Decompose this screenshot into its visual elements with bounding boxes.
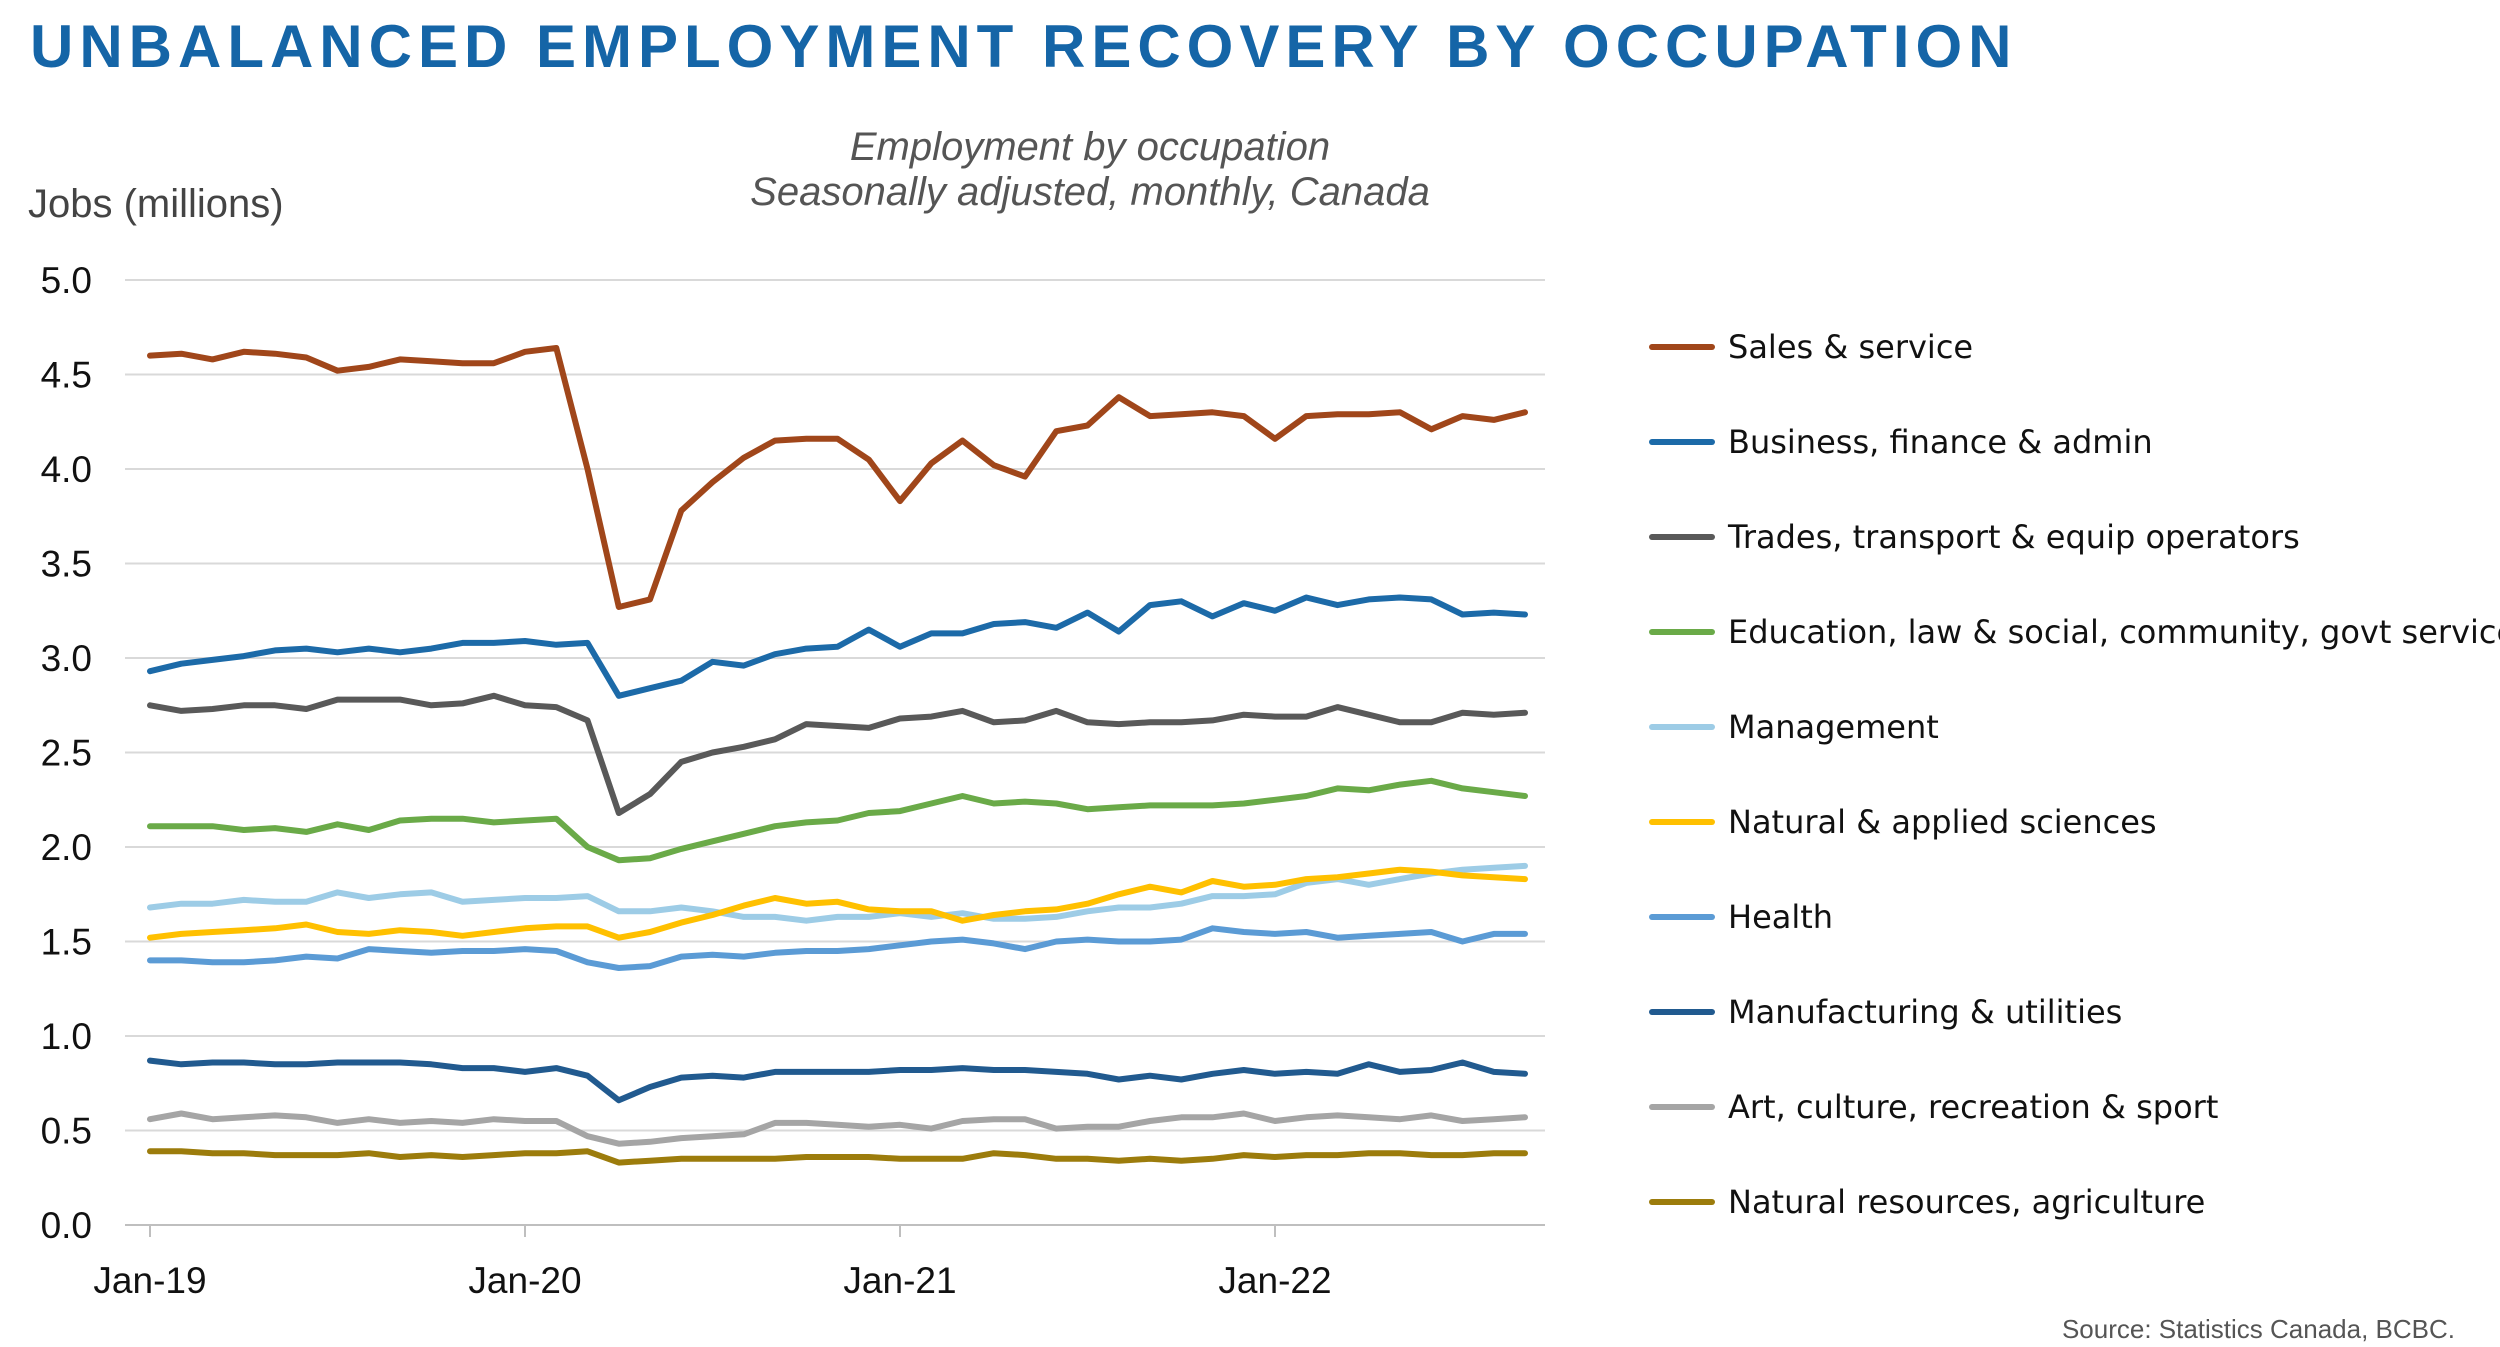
series-line-6: [147, 866, 1528, 941]
y-tick-label: 1.0: [41, 1016, 92, 1057]
x-axis-ticks: Jan-19 Jan-20 Jan-21 Jan-22: [93, 1225, 1332, 1301]
y-tick-label: 1.5: [41, 922, 92, 963]
gridlines: [125, 279, 1545, 1226]
legend-label: Health: [1728, 898, 1833, 936]
y-axis-label: Jobs (millions): [28, 182, 284, 226]
x-tick-label: Jan-20: [468, 1260, 581, 1301]
series-line-2: [147, 594, 1528, 699]
legend-label: Trades, transport & equip operators: [1727, 518, 2300, 556]
series-line-4: [147, 777, 1528, 864]
y-tick-label: 0.5: [41, 1111, 92, 1152]
x-tick-label: Jan-21: [843, 1260, 956, 1301]
series-line-1: [147, 345, 1528, 610]
series-line-3: [147, 692, 1528, 816]
legend-label: Sales & service: [1728, 328, 1973, 366]
series-line-9: [147, 1110, 1528, 1147]
series-lines: [147, 345, 1528, 1166]
y-tick-label: 3.5: [41, 544, 92, 585]
x-tick-label: Jan-19: [93, 1260, 206, 1301]
legend-label: Natural resources, agriculture: [1728, 1183, 2205, 1221]
chart-subtitle-line-1: Employment by occupation: [850, 125, 1330, 169]
series-line-5: [147, 862, 1528, 924]
legend-label: Business, finance & admin: [1728, 423, 2153, 461]
chart-title: UNBALANCED EMPLOYMENT RECOVERY BY OCCUPA…: [30, 13, 2018, 80]
y-tick-label: 3.0: [41, 638, 92, 679]
legend-label: Management: [1728, 708, 1939, 746]
y-tick-label: 4.5: [41, 355, 92, 396]
legend: Sales & service Business, finance & admin…: [1649, 328, 2500, 1221]
legend-label: Manufacturing & utilities: [1728, 993, 2122, 1031]
series-line-7: [147, 925, 1528, 971]
legend-label: Art, culture, recreation & sport: [1728, 1088, 2218, 1126]
y-tick-label: 2.0: [41, 827, 92, 868]
y-tick-label: 0.0: [41, 1205, 92, 1246]
y-tick-label: 2.5: [41, 733, 92, 774]
y-tick-label: 4.0: [41, 449, 92, 490]
chart-subtitle-line-2: Seasonally adjusted, monthly, Canada: [750, 170, 1430, 214]
legend-label: Education, law & social, community, govt…: [1728, 613, 2500, 651]
series-line-10: [147, 1148, 1528, 1166]
legend-label: Natural & applied sciences: [1728, 803, 2157, 841]
source-note: Source: Statistics Canada, BCBC.: [2062, 1314, 2455, 1344]
y-tick-label: 5.0: [41, 260, 92, 301]
y-axis-ticks: 0.0 0.5 1.0 1.5 2.0 2.5 3.0 3.5 4.0 4.5 5.0: [41, 260, 92, 1246]
series-line-8: [147, 1057, 1528, 1104]
x-tick-label: Jan-22: [1218, 1260, 1331, 1301]
